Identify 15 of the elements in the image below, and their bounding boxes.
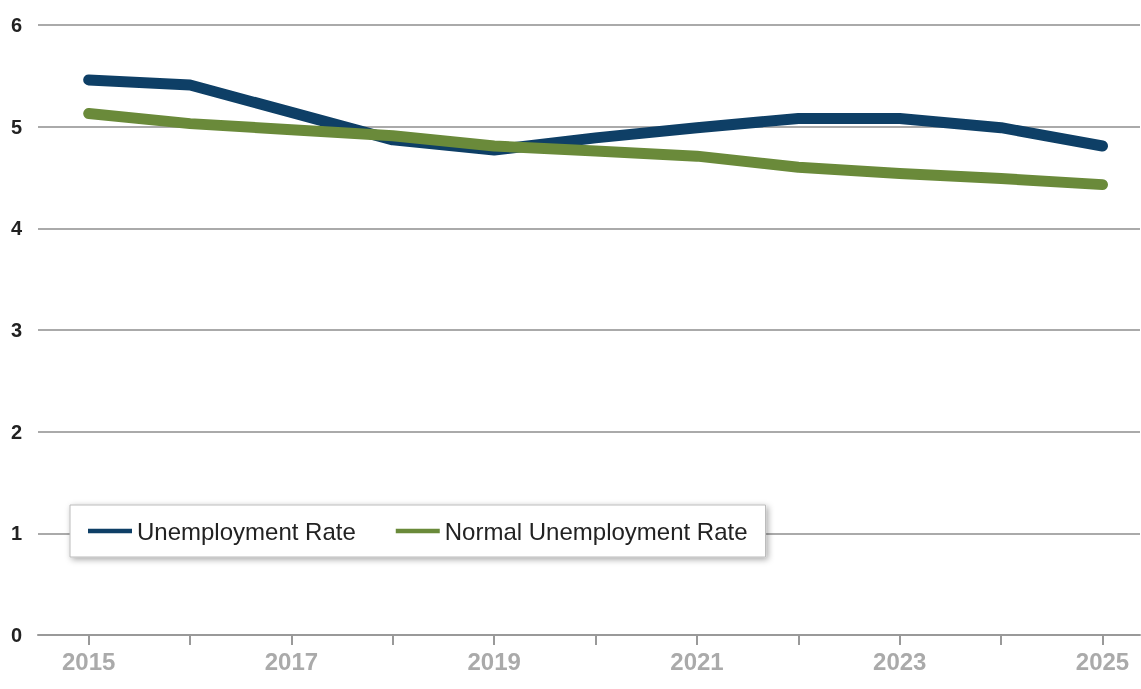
- y-tick-label: 0: [10, 624, 22, 646]
- y-tick-label: 6: [10, 14, 22, 36]
- x-tick-label: 2025: [1075, 647, 1130, 675]
- legend-label: Normal Unemployment Rate: [444, 517, 748, 545]
- x-tick-label: 2023: [873, 647, 927, 675]
- x-tick-label: 2015: [61, 647, 116, 675]
- y-tick-label: 4: [10, 217, 23, 240]
- y-tick-label: 3: [10, 319, 22, 341]
- legend-label: Unemployment Rate: [137, 517, 356, 545]
- y-tick-label: 5: [10, 115, 22, 138]
- y-tick-label: 2: [10, 420, 22, 443]
- x-tick-label: 2017: [264, 647, 319, 675]
- y-tick-label: 1: [10, 522, 22, 545]
- x-tick-label: 2021: [670, 647, 724, 675]
- x-tick-label: 2019: [467, 647, 521, 675]
